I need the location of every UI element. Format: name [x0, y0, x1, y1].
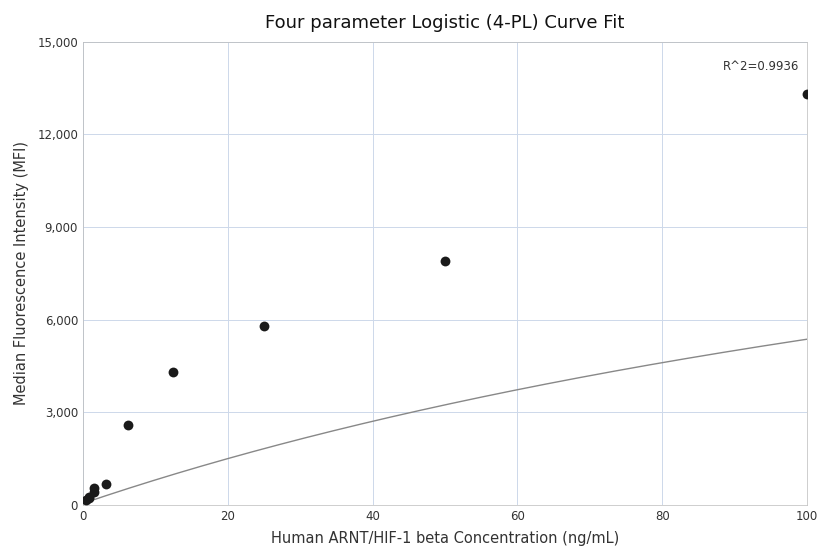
Point: [82, 492, 95, 501]
Y-axis label: Median Fluorescence Intensity (MFI): Median Fluorescence Intensity (MFI): [14, 141, 29, 405]
Point: [99, 479, 112, 488]
Point: [800, 90, 814, 99]
Point: [79, 496, 92, 505]
Point: [82, 494, 95, 503]
Point: [87, 483, 101, 492]
Text: R^2=0.9936: R^2=0.9936: [723, 60, 800, 73]
Point: [438, 256, 452, 265]
Point: [87, 487, 101, 496]
Point: [121, 420, 135, 429]
Point: [166, 368, 180, 377]
X-axis label: Human ARNT/HIF-1 beta Concentration (ng/mL): Human ARNT/HIF-1 beta Concentration (ng/…: [271, 531, 619, 546]
Point: [257, 321, 270, 330]
Title: Four parameter Logistic (4-PL) Curve Fit: Four parameter Logistic (4-PL) Curve Fit: [265, 14, 625, 32]
